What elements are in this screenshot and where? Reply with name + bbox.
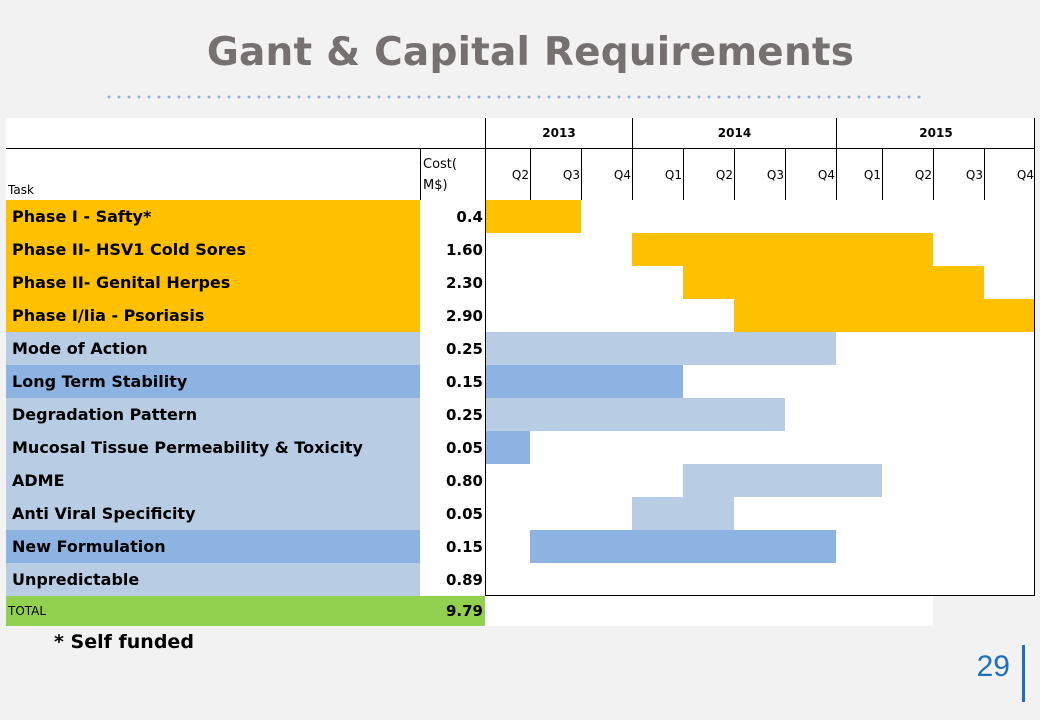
timeline-grid-border (485, 200, 1035, 596)
task-cost: 0.4 (420, 200, 485, 233)
quarter-header: Q3 (530, 148, 581, 200)
task-label: Phase II- Genital Herpes (6, 266, 420, 299)
gantt-bar (485, 200, 581, 233)
gantt-bar (485, 398, 785, 431)
task-label: Phase II- HSV1 Cold Sores (6, 233, 420, 266)
task-column-header: Task (6, 148, 420, 200)
gantt-bar (632, 497, 734, 530)
cost-column-header: Cost( M$) (420, 148, 485, 200)
gantt-bar (632, 233, 933, 266)
task-label: Phase I/Iia - Psoriasis (6, 299, 420, 332)
footnote: * Self funded (54, 631, 194, 653)
task-label: Unpredictable (6, 563, 420, 596)
page-number: 29 (976, 650, 1010, 683)
task-cost: 0.05 (420, 497, 485, 530)
task-cost: 0.15 (420, 530, 485, 563)
task-label: Anti Viral Specificity (6, 497, 420, 530)
task-cost: 2.90 (420, 299, 485, 332)
task-cost: 0.15 (420, 365, 485, 398)
quarter-header: Q4 (581, 148, 632, 200)
total-row-timeline (485, 596, 933, 626)
slide-title: Gant & Capital Requirements (206, 30, 855, 75)
gantt-bar (734, 299, 1035, 332)
task-label: Phase I - Safty* (6, 200, 420, 233)
total-cost: 9.79 (420, 596, 485, 626)
header-right-border (1034, 118, 1035, 200)
task-cost: 0.25 (420, 398, 485, 431)
quarter-header: Q1 (632, 148, 683, 200)
task-cost: 0.05 (420, 431, 485, 464)
year-header: 2015 (836, 118, 1035, 148)
task-label: Mucosal Tissue Permeability & Toxicity (6, 431, 420, 464)
year-header: 2014 (632, 118, 836, 148)
gantt-bar (485, 431, 530, 464)
timeline-row-background (485, 563, 1035, 596)
task-label: Mode of Action (6, 332, 420, 365)
quarter-header: Q3 (734, 148, 785, 200)
quarter-header: Q2 (882, 148, 933, 200)
task-label: Long Term Stability (6, 365, 420, 398)
task-cost: 0.89 (420, 563, 485, 596)
quarter-header: Q1 (836, 148, 882, 200)
task-cost: 2.30 (420, 266, 485, 299)
page-number-divider (1022, 645, 1025, 702)
year-header: 2013 (485, 118, 632, 148)
task-cost: 1.60 (420, 233, 485, 266)
quarter-header: Q4 (984, 148, 1035, 200)
total-label: TOTAL (6, 596, 420, 626)
gantt-bar (485, 365, 683, 398)
task-label: Degradation Pattern (6, 398, 420, 431)
gantt-bar (530, 530, 836, 563)
task-label: New Formulation (6, 530, 420, 563)
quarter-header: Q4 (785, 148, 836, 200)
quarter-header: Q3 (933, 148, 984, 200)
task-cost: 0.80 (420, 464, 485, 497)
gantt-bar (485, 332, 836, 365)
timeline-row-background (485, 431, 1035, 464)
quarter-header: Q2 (485, 148, 530, 200)
header-background (6, 118, 1035, 200)
gantt-bar (683, 464, 882, 497)
quarter-header: Q2 (683, 148, 734, 200)
timeline-row-background (485, 497, 1035, 530)
task-label: ADME (6, 464, 420, 497)
gantt-bar (683, 266, 984, 299)
title-dotted-divider (104, 95, 924, 99)
task-cost: 0.25 (420, 332, 485, 365)
